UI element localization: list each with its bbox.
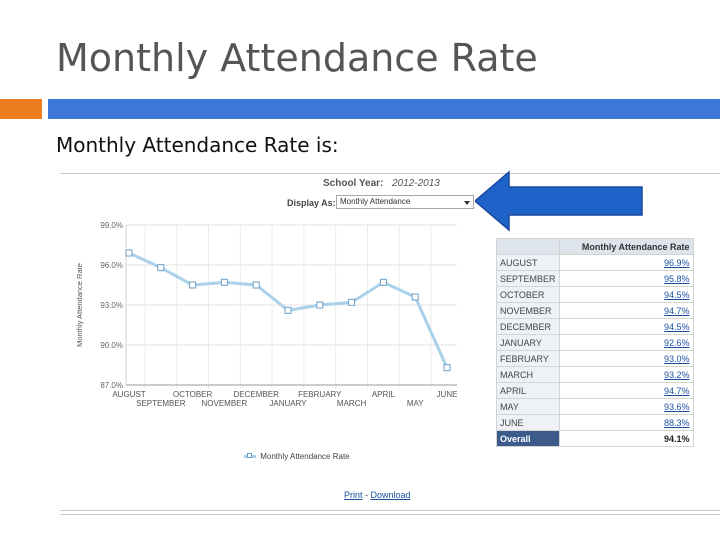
table-row: MARCH 93.2% [496, 366, 694, 383]
overall-row: Overall 94.1% [496, 430, 694, 447]
chart-legend: Monthly Attendance Rate [244, 452, 350, 461]
table-header-row: Monthly Attendance Rate [496, 238, 694, 255]
rate-link[interactable]: 96.9% [558, 254, 694, 271]
month-cell: MAY [496, 398, 560, 415]
link-separator: - [362, 490, 371, 500]
data-point [379, 278, 387, 286]
table-row: DECEMBER 94.5% [496, 318, 694, 335]
school-year-label: School Year: [323, 178, 384, 189]
data-point [157, 264, 165, 272]
x-tick-label: MAY [407, 399, 424, 408]
rate-link[interactable]: 94.5% [558, 286, 694, 303]
data-point [252, 281, 260, 289]
top-divider [60, 173, 720, 174]
y-tick-label: 96.0% [100, 261, 123, 270]
month-cell: OCTOBER [496, 286, 560, 303]
rate-link[interactable]: 94.5% [558, 318, 694, 335]
y-tick-label: 90.0% [100, 341, 123, 350]
x-tick-label: NOVEMBER [202, 399, 248, 408]
download-link[interactable]: Download [370, 490, 411, 500]
rate-link[interactable]: 93.6% [558, 398, 694, 415]
month-cell: JANUARY [496, 334, 560, 351]
x-tick-label: JANUARY [269, 399, 307, 408]
y-tick-label: 93.0% [100, 301, 123, 310]
table-row: JUNE 88.3% [496, 414, 694, 431]
table-row: MAY 93.6% [496, 398, 694, 415]
month-cell: NOVEMBER [496, 302, 560, 319]
print-link[interactable]: Print [344, 490, 363, 500]
legend-swatch-icon [244, 453, 256, 459]
table-row: JANUARY 92.6% [496, 334, 694, 351]
data-point [220, 278, 228, 286]
display-as-value: Monthly Attendance [340, 197, 411, 206]
rate-link[interactable]: 94.7% [558, 382, 694, 399]
accent-bar-orange [0, 99, 42, 119]
data-point [125, 249, 133, 257]
table-row: SEPTEMBER 95.8% [496, 270, 694, 287]
x-tick-label: MARCH [337, 399, 367, 408]
display-as-select[interactable]: Monthly Attendance [336, 195, 474, 209]
data-point [316, 301, 324, 309]
rate-link[interactable]: 93.0% [558, 350, 694, 367]
rate-link[interactable]: 93.2% [558, 366, 694, 383]
bottom-divider-2 [60, 514, 720, 515]
overall-value: 94.1% [558, 430, 694, 447]
attendance-line-chart: 87.0% 90.0% 93.0% 96.0% 99.0% Monthly Attenda… [75, 221, 458, 408]
x-tick-label: DECEMBER [234, 390, 280, 399]
rate-link[interactable]: 92.6% [558, 334, 694, 351]
y-tick-label: 87.0% [100, 381, 123, 390]
x-tick-label: FEBRUARY [298, 390, 342, 399]
month-cell: MARCH [496, 366, 560, 383]
table-header: Monthly Attendance Rate [558, 238, 694, 255]
legend-label: Monthly Attendance Rate [260, 452, 350, 461]
table-row: FEBRUARY 93.0% [496, 350, 694, 367]
table-row: NOVEMBER 94.7% [496, 302, 694, 319]
slide-title: Monthly Attendance Rate [56, 36, 538, 80]
rate-link[interactable]: 94.7% [558, 302, 694, 319]
data-point [411, 293, 419, 301]
school-year-value[interactable]: 2012-2013 [392, 178, 440, 189]
x-tick-label: AUGUST [112, 390, 145, 399]
dropdown-arrow-icon [464, 201, 470, 205]
table-row: APRIL 94.7% [496, 382, 694, 399]
data-point [443, 364, 451, 372]
x-tick-label: JUNE [437, 390, 458, 399]
rate-link[interactable]: 95.8% [558, 270, 694, 287]
slide-subtitle: Monthly Attendance Rate is: [56, 133, 339, 157]
x-tick-label: OCTOBER [173, 390, 213, 399]
overall-label: Overall [496, 430, 560, 447]
month-cell: APRIL [496, 382, 560, 399]
rate-link[interactable]: 88.3% [558, 414, 694, 431]
data-point [189, 281, 197, 289]
table-header-blank [496, 238, 560, 255]
y-tick-label: 99.0% [100, 221, 123, 230]
display-as-label: Display As: [287, 198, 336, 208]
table-row: AUGUST 96.9% [496, 254, 694, 271]
y-axis-label: Monthly Attendance Rate [75, 263, 84, 347]
attendance-table: Monthly Attendance Rate AUGUST 96.9% SEPTE… [496, 238, 694, 447]
x-tick-label: APRIL [372, 390, 396, 399]
bottom-divider-1 [60, 510, 720, 511]
x-tick-label: SEPTEMBER [136, 399, 186, 408]
table-row: OCTOBER 94.5% [496, 286, 694, 303]
accent-bar-blue [48, 99, 720, 119]
data-point [348, 298, 356, 306]
month-cell: FEBRUARY [496, 350, 560, 367]
footer-links: Print - Download [344, 490, 411, 500]
left-arrow-icon [475, 170, 643, 232]
month-cell: JUNE [496, 414, 560, 431]
data-point [284, 306, 292, 314]
month-cell: SEPTEMBER [496, 270, 560, 287]
month-cell: AUGUST [496, 254, 560, 271]
month-cell: DECEMBER [496, 318, 560, 335]
